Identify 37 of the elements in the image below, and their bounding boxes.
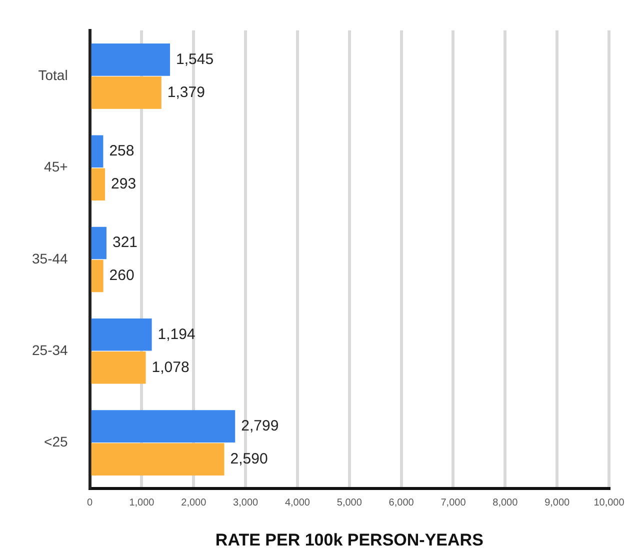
- x-tick-label: 7,000: [440, 497, 466, 508]
- x-tick-label: 9,000: [544, 497, 570, 508]
- data-label: 1,078: [152, 358, 190, 376]
- data-label: 2,590: [230, 450, 268, 468]
- y-tick-label: Total: [38, 67, 68, 84]
- bar: [91, 351, 146, 384]
- bar: [91, 410, 236, 442]
- x-tick-label: 4,000: [284, 497, 310, 508]
- bar: [91, 168, 106, 201]
- data-label: 1,545: [176, 50, 214, 68]
- y-tick-label: <25: [44, 434, 68, 450]
- y-tick-label: 35-44: [32, 250, 68, 266]
- bar: [91, 135, 104, 168]
- x-axis-title: RATE PER 100k PERSON-YEARS: [215, 530, 484, 550]
- bar: [91, 443, 224, 476]
- bar: [91, 318, 152, 351]
- data-label: 258: [109, 142, 134, 160]
- x-tick-label: 0: [87, 497, 94, 508]
- bar: [91, 226, 106, 260]
- bar: [91, 260, 104, 292]
- data-label: 260: [109, 267, 134, 284]
- data-label: 1,379: [167, 84, 205, 101]
- x-tick-label: 10,000: [594, 497, 625, 508]
- x-tick-label: 8,000: [492, 497, 518, 508]
- data-label: 321: [112, 234, 138, 252]
- bar: [91, 44, 170, 76]
- x-tick-label: 6,000: [388, 497, 414, 508]
- x-tick-label: 5,000: [336, 497, 362, 508]
- x-tick-label: 3,000: [233, 497, 259, 508]
- data-label: 1,194: [158, 326, 196, 343]
- bar: [91, 76, 162, 109]
- x-tick-label: 2,000: [181, 497, 207, 508]
- data-label: 2,799: [241, 417, 279, 434]
- y-tick-label: 45+: [44, 158, 68, 175]
- data-label: 293: [111, 175, 136, 192]
- y-tick-label: 25-34: [32, 342, 68, 358]
- x-tick-label: 1,000: [129, 497, 155, 508]
